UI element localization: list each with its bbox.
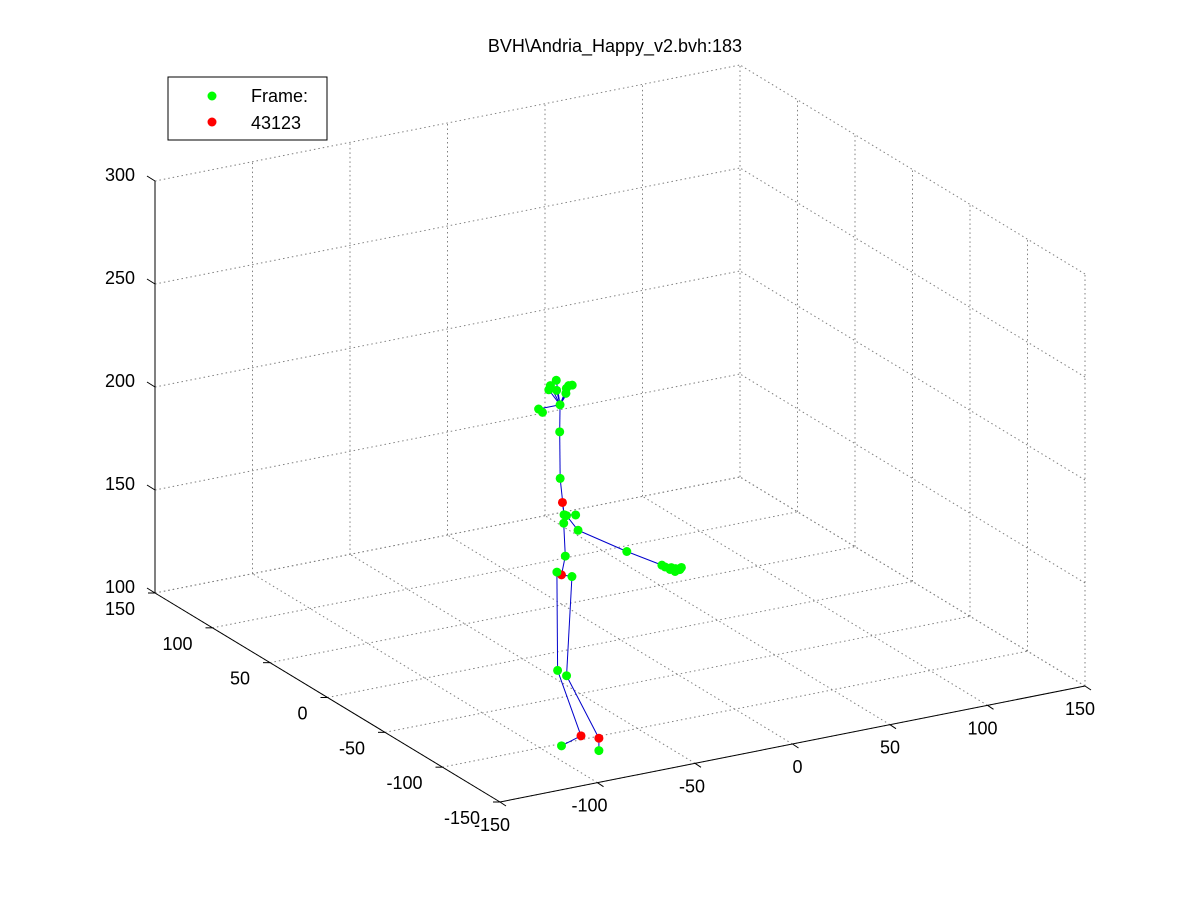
z-tick-label: 100 [105, 577, 135, 597]
grid-line-floor-y [384, 615, 971, 733]
z-tick-label: 300 [105, 165, 135, 185]
x-tick-mark [1084, 685, 1092, 691]
joint-arm1 [573, 525, 583, 535]
plot-grid [154, 64, 1086, 803]
joint-sh_a [557, 497, 567, 507]
joint-rknee [562, 671, 572, 681]
legend-label-frame: Frame: [251, 86, 308, 106]
x-tick-mark [499, 801, 507, 807]
z-tick-mark [146, 587, 156, 594]
legend-marker-frame-number [207, 117, 217, 127]
joint-neck [555, 427, 565, 437]
grid-line-wall-z [154, 476, 741, 594]
bone-lhip-lknee [556, 572, 559, 671]
y-tick-label: 150 [105, 599, 135, 619]
x-tick-mark [792, 743, 799, 749]
y-tick-label: 100 [162, 634, 192, 654]
tick-labels: -150-100-50050100150-150-100-50050100150… [105, 165, 1095, 835]
bone-elbow-hand1 [626, 551, 663, 566]
joint-ltoe [557, 741, 566, 751]
y-tick-label: 0 [297, 704, 307, 724]
z-tick-mark [146, 175, 156, 182]
bone-rknee-rankle [566, 675, 600, 739]
grid-line-wall-z [154, 167, 741, 285]
grid-line-floor-y [212, 511, 798, 629]
grid-line-floor-y [442, 650, 1028, 768]
grid-line-floor-y [269, 546, 856, 664]
joint-lknee [553, 665, 563, 675]
joint-sh_d [561, 511, 571, 521]
grid-line-floor-y [327, 581, 913, 698]
joint-sh_c [571, 510, 581, 520]
z-tick-label: 200 [105, 371, 135, 391]
joint-lhip [552, 567, 562, 577]
y-tick-label: 50 [230, 669, 250, 689]
joint-head8 [561, 388, 571, 398]
z-tick-label: 150 [105, 474, 135, 494]
grid-line-wall-z [154, 373, 741, 491]
y-tick-label: -100 [386, 773, 422, 793]
joint-spine1 [560, 551, 570, 561]
x-tick-label: -100 [571, 796, 607, 816]
joint-rhip [567, 572, 577, 582]
bone-arm1-elbow [577, 529, 627, 552]
y-tick-label: -50 [339, 738, 365, 758]
x-tick-mark [597, 782, 604, 788]
joint-rtoe [594, 746, 604, 756]
x-tick-label: -50 [679, 776, 705, 796]
joint-hand8 [676, 562, 686, 572]
z-tick-mark [146, 278, 156, 285]
joint-elbow [622, 547, 632, 557]
bone-rhip-rknee [566, 576, 573, 676]
joint-head_base [555, 400, 565, 410]
legend-box [167, 76, 328, 141]
y-tick-label: -150 [444, 808, 480, 828]
legend-label-frame-number: 43123 [251, 113, 301, 133]
bone-spine1-spine2 [563, 523, 566, 557]
joint-head5 [544, 385, 554, 395]
joint-rankle [594, 733, 604, 743]
x-tick-mark [694, 762, 702, 768]
plot-axes [146, 175, 1092, 807]
joint-spine2 [559, 518, 569, 528]
grid-line-wall-z [154, 64, 741, 182]
x-tick-label: 0 [792, 757, 802, 777]
grid-line-wall-z [154, 270, 741, 388]
joint-head6 [567, 380, 577, 390]
legend: Frame: 43123 [167, 76, 328, 141]
z-tick-label: 250 [105, 268, 135, 288]
x-tick-mark [889, 724, 897, 730]
joint-lankle [576, 731, 586, 741]
x-tick-label: -150 [474, 815, 510, 835]
z-tick-mark [146, 484, 156, 491]
joint-chest [555, 473, 565, 483]
z-tick-mark [146, 381, 156, 388]
joint-head10 [538, 407, 547, 417]
x-tick-label: 50 [880, 738, 900, 758]
joint-head1 [552, 385, 562, 395]
bone-lknee-lankle [557, 670, 582, 736]
joint-head7 [551, 375, 561, 385]
x-tick-label: 150 [1065, 699, 1095, 719]
chart-title: BVH\Andria_Happy_v2.bvh:183 [488, 36, 742, 57]
skeleton-joints [534, 375, 686, 756]
x-tick-label: 100 [967, 718, 997, 738]
legend-marker-frame [207, 91, 217, 101]
x-tick-mark [987, 704, 994, 710]
